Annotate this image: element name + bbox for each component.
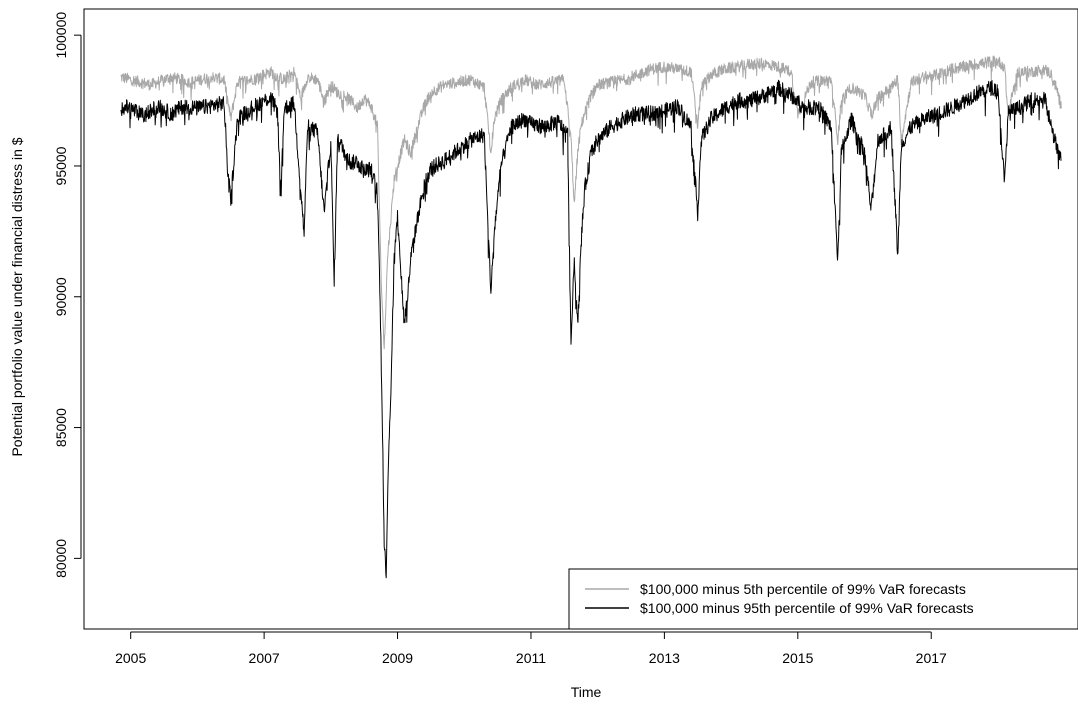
y-tick-label: 80000: [53, 539, 69, 578]
x-axis-label: Time: [571, 684, 602, 700]
legend-box: [568, 568, 1078, 630]
x-tick-label: 2013: [649, 650, 680, 666]
x-tick-label: 2009: [382, 650, 413, 666]
x-tick-label: 2007: [249, 650, 280, 666]
legend: $100,000 minus 5th percentile of 99% VaR…: [568, 568, 1078, 630]
series-line-95th-percentile: [120, 79, 1062, 579]
x-axis: 2005 2007 2009 2011 2013 2015 2017: [115, 631, 947, 666]
x-tick-label: 2017: [916, 650, 947, 666]
series-layer: [120, 55, 1062, 579]
y-tick-label: 95000: [53, 146, 69, 185]
x-tick-label: 2005: [115, 650, 146, 666]
y-axis-label: Potential portfolio value under financia…: [9, 137, 25, 456]
y-axis: 80000 85000 90000 95000 100000: [53, 12, 82, 578]
x-tick-label: 2015: [782, 650, 813, 666]
y-tick-label: 100000: [53, 12, 69, 59]
legend-label-95th-percentile: $100,000 minus 95th percentile of 99% Va…: [640, 600, 974, 616]
plot-area-frame: [83, 8, 1078, 630]
series-line-5th-percentile: [120, 55, 1062, 350]
y-tick-label: 90000: [53, 277, 69, 316]
x-tick-label: 2011: [516, 650, 546, 666]
legend-label-5th-percentile: $100,000 minus 5th percentile of 99% VaR…: [640, 581, 966, 597]
y-tick-label: 85000: [53, 408, 69, 447]
